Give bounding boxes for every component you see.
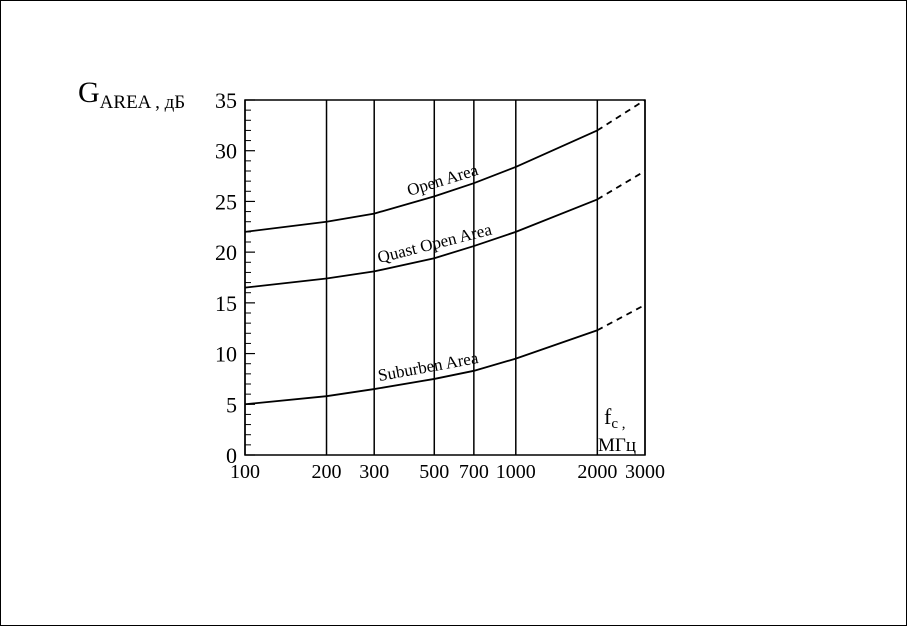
x-tick-label: 700 (459, 461, 489, 483)
y-label-main: G (78, 76, 100, 109)
x-label-main: f (604, 404, 612, 429)
x-tick-label: 2000 (577, 461, 617, 483)
x-tick-label: 300 (359, 461, 389, 483)
curve-extrapolated (596, 99, 646, 132)
curve-extrapolated (596, 170, 646, 201)
x-tick-label: 100 (230, 461, 260, 483)
y-tick-label: 5 (226, 392, 237, 417)
y-tick-label: 10 (215, 342, 237, 367)
x-tick-label: 200 (312, 461, 342, 483)
curve (244, 198, 598, 289)
y-tick-label: 20 (215, 240, 237, 265)
x-label-sub: c , (611, 416, 625, 432)
y-tick-label: 25 (215, 189, 237, 214)
x-axis-label: fc , (604, 404, 626, 432)
x-tick-label: 500 (419, 461, 449, 483)
x-tick-label: 3000 (625, 461, 665, 483)
x-unit: МГц (598, 435, 636, 456)
y-tick-label: 15 (215, 291, 237, 316)
y-label-sub: AREA , дБ (100, 92, 186, 113)
curve (244, 129, 598, 233)
y-tick-label: 35 (215, 88, 237, 113)
y-tick-label: 0 (226, 443, 237, 468)
y-tick-label: 30 (215, 139, 237, 164)
y-axis-label: GAREA , дБ (78, 76, 185, 113)
x-tick-label: 1000 (496, 461, 536, 483)
curve-extrapolated (596, 304, 646, 332)
curve (244, 329, 598, 406)
